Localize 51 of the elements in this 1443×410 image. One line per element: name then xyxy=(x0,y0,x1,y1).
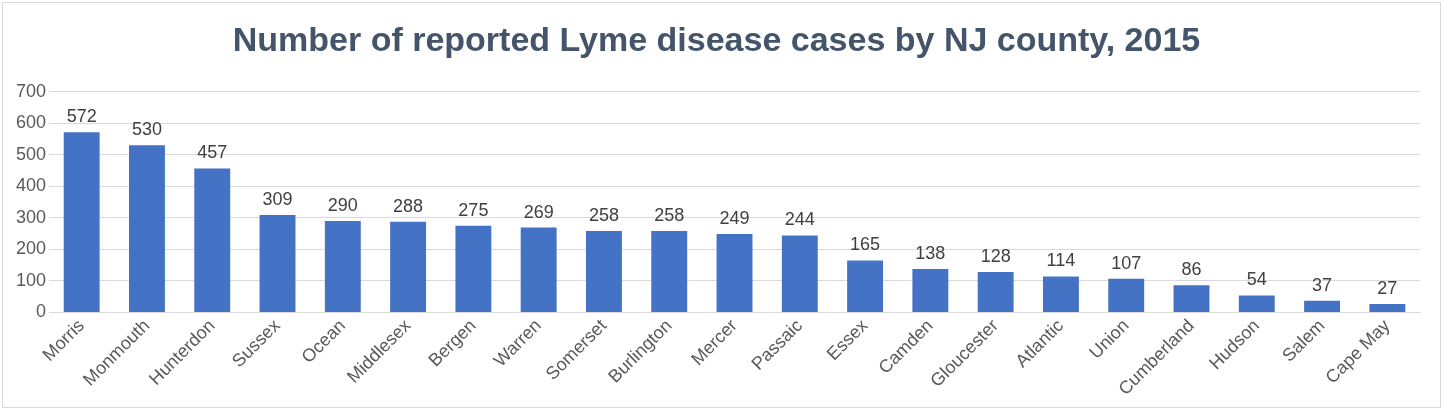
bar xyxy=(912,268,949,312)
data-label: 107 xyxy=(1111,252,1142,273)
bar xyxy=(847,260,884,312)
bar xyxy=(520,227,557,312)
data-label: 54 xyxy=(1246,269,1267,290)
data-label: 288 xyxy=(393,195,424,216)
bar xyxy=(259,215,296,312)
y-tick-label: 500 xyxy=(15,143,47,164)
data-label: 309 xyxy=(262,188,293,209)
bar xyxy=(977,272,1014,312)
data-label: 27 xyxy=(1377,277,1398,298)
bar xyxy=(651,231,688,312)
data-label: 128 xyxy=(980,246,1011,267)
data-label: 258 xyxy=(588,205,619,226)
data-label: 37 xyxy=(1312,274,1333,295)
data-label: 258 xyxy=(654,205,685,226)
bar xyxy=(781,235,818,312)
bar xyxy=(194,168,231,312)
bar xyxy=(716,233,753,312)
bar xyxy=(63,132,100,312)
bar xyxy=(586,231,622,312)
bar xyxy=(1238,295,1275,312)
bar xyxy=(455,225,492,312)
data-label: 165 xyxy=(850,234,881,255)
y-tick-label: 400 xyxy=(15,175,47,196)
y-tick-label: 600 xyxy=(15,112,47,133)
data-label: 86 xyxy=(1181,259,1202,280)
y-tick-label: 200 xyxy=(15,238,47,259)
bar xyxy=(129,145,165,312)
data-label: 572 xyxy=(66,106,97,127)
y-tick-label: 300 xyxy=(15,206,47,227)
data-label: 138 xyxy=(915,242,946,263)
bar xyxy=(324,221,361,312)
bar xyxy=(1042,276,1079,312)
y-tick-label: 700 xyxy=(15,80,47,101)
data-label: 275 xyxy=(458,199,489,220)
bar xyxy=(1369,303,1406,312)
y-tick-label: 0 xyxy=(36,301,47,322)
data-label: 114 xyxy=(1046,250,1076,271)
bar xyxy=(1108,278,1145,312)
bar xyxy=(1304,300,1341,312)
data-label: 269 xyxy=(523,201,554,222)
bar xyxy=(1173,285,1210,312)
data-label: 249 xyxy=(719,207,750,228)
data-label: 290 xyxy=(327,194,358,215)
data-label: 530 xyxy=(131,119,162,140)
data-label: 244 xyxy=(784,209,815,230)
data-label: 457 xyxy=(197,142,228,163)
chart-title: Number of reported Lyme disease cases by NJ county, 2015 xyxy=(232,19,1201,58)
y-tick-label: 100 xyxy=(15,269,47,290)
bar xyxy=(390,221,427,312)
